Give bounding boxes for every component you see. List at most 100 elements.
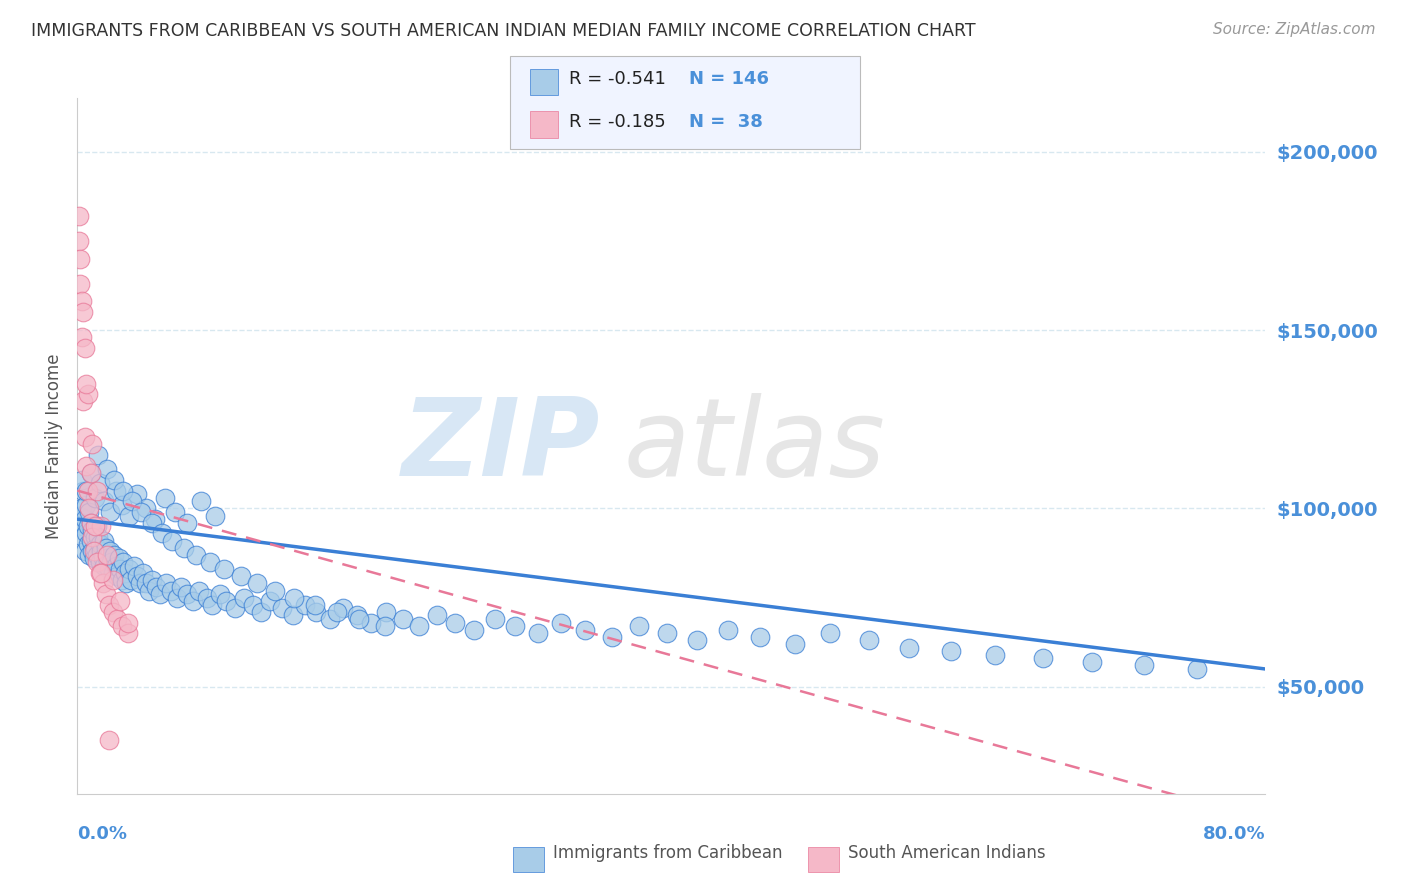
Point — [80, 516, 103, 530]
Point — [97, 598, 120, 612]
Point — [232, 591, 254, 605]
Point — [391, 612, 413, 626]
Point — [125, 487, 148, 501]
Point — [526, 626, 548, 640]
Point — [82, 544, 104, 558]
Point — [108, 551, 131, 566]
Point — [89, 555, 111, 569]
Point — [98, 505, 121, 519]
Text: 0.0%: 0.0% — [77, 825, 128, 843]
Point — [93, 533, 115, 548]
Point — [484, 612, 506, 626]
Point — [98, 544, 121, 558]
Point — [80, 533, 103, 548]
Point — [67, 209, 90, 223]
Point — [271, 601, 294, 615]
Point — [150, 526, 173, 541]
Point — [281, 608, 304, 623]
Point — [70, 473, 93, 487]
Text: N = 146: N = 146 — [689, 70, 769, 88]
Point — [111, 498, 134, 512]
Point — [198, 555, 221, 569]
Point — [176, 516, 198, 530]
Point — [115, 576, 138, 591]
Point — [75, 458, 97, 473]
Point — [77, 505, 100, 519]
Point — [70, 294, 93, 309]
Point — [131, 566, 153, 580]
Point — [319, 612, 342, 626]
Point — [214, 562, 236, 576]
Point — [326, 605, 349, 619]
Point — [170, 580, 193, 594]
Point — [208, 587, 231, 601]
Point — [84, 519, 107, 533]
Point — [375, 605, 398, 619]
Point — [89, 537, 111, 551]
Point — [76, 519, 98, 533]
Point — [103, 473, 125, 487]
Point — [91, 576, 114, 591]
Point — [82, 437, 104, 451]
Point — [87, 448, 110, 462]
Point — [125, 569, 148, 583]
Text: 80.0%: 80.0% — [1202, 825, 1265, 843]
Point — [83, 544, 105, 558]
Point — [94, 587, 117, 601]
Point — [76, 537, 98, 551]
Point — [242, 598, 264, 612]
Point — [101, 566, 124, 580]
Text: atlas: atlas — [624, 393, 886, 499]
Point — [103, 548, 125, 562]
Point — [1080, 655, 1102, 669]
Point — [162, 533, 184, 548]
Point — [820, 626, 842, 640]
Point — [783, 637, 806, 651]
Point — [73, 341, 96, 355]
Point — [141, 516, 163, 530]
Point — [80, 466, 103, 480]
Point — [122, 558, 145, 573]
Text: ZIP: ZIP — [402, 393, 600, 499]
Text: Source: ZipAtlas.com: Source: ZipAtlas.com — [1212, 22, 1375, 37]
Point — [246, 576, 269, 591]
Point — [655, 626, 678, 640]
Point — [898, 640, 921, 655]
Point — [332, 601, 354, 615]
Point — [86, 548, 108, 562]
Point — [70, 501, 93, 516]
Point — [346, 608, 368, 623]
Point — [121, 494, 143, 508]
Point — [90, 566, 112, 580]
Point — [215, 594, 238, 608]
Point — [94, 541, 117, 555]
Point — [120, 573, 142, 587]
Point — [77, 501, 100, 516]
Point — [73, 544, 96, 558]
Point — [283, 591, 305, 605]
Text: Immigrants from Caribbean: Immigrants from Caribbean — [553, 844, 782, 862]
Point — [117, 615, 139, 630]
Point — [550, 615, 572, 630]
Point — [188, 583, 211, 598]
Point — [984, 648, 1007, 662]
Point — [294, 598, 316, 612]
Point — [160, 583, 183, 598]
Point — [111, 573, 134, 587]
Point — [73, 430, 96, 444]
Point — [141, 573, 163, 587]
Point — [112, 483, 135, 498]
Point — [110, 594, 132, 608]
Point — [186, 548, 208, 562]
Point — [114, 566, 136, 580]
Point — [75, 483, 97, 498]
Point — [250, 605, 273, 619]
Point — [75, 526, 97, 541]
Point — [69, 252, 91, 266]
Point — [72, 305, 94, 319]
Point — [101, 605, 124, 619]
Point — [84, 530, 107, 544]
Point — [70, 330, 93, 344]
Point — [145, 580, 167, 594]
Point — [1132, 658, 1154, 673]
